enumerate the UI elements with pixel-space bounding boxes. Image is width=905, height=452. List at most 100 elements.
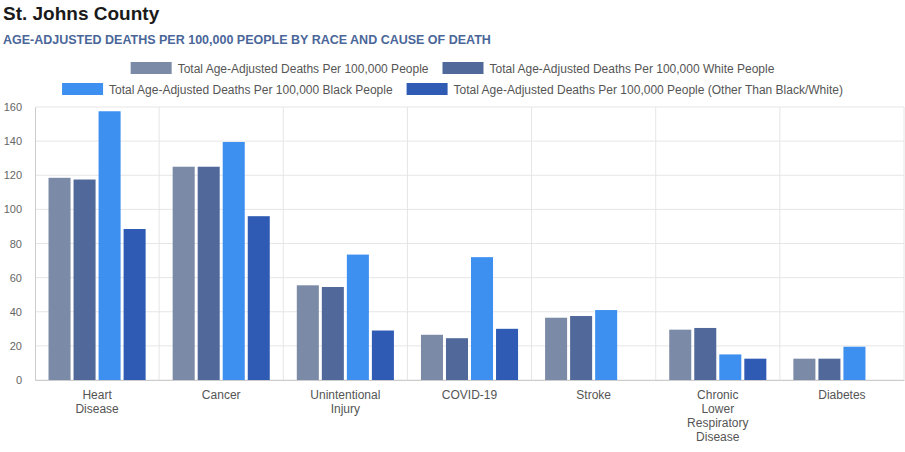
x-tick-label: Cancer [202, 388, 241, 402]
x-axis-line [36, 380, 905, 381]
bar [173, 167, 195, 380]
legend-swatch [407, 83, 448, 95]
legend-swatch [131, 62, 172, 74]
plot-area: 020406080100120140160HeartDiseaseCancerU… [4, 101, 905, 444]
y-tick-label: 140 [4, 135, 22, 147]
x-tick-label: Stroke [576, 388, 611, 402]
bar [669, 330, 691, 380]
y-tick-label: 0 [16, 374, 22, 386]
bar [843, 347, 865, 380]
legend-item: Total Age-Adjusted Deaths Per 100,000 Pe… [131, 62, 429, 76]
x-tick: HeartDisease [75, 380, 119, 416]
legend-label: Total Age-Adjusted Deaths Per 100,000 Pe… [454, 83, 843, 97]
bar [446, 338, 468, 380]
bar [595, 310, 617, 380]
bar-series [74, 167, 841, 380]
y-tick: 120 [4, 169, 35, 181]
grid-line [35, 175, 904, 176]
bar-series [124, 216, 767, 380]
x-tick-label: HeartDisease [75, 388, 119, 416]
y-tick: 40 [10, 306, 35, 318]
y-tick-label: 120 [4, 169, 22, 181]
x-axis: HeartDiseaseCancerUnintentionalInjuryCOV… [36, 380, 905, 444]
x-tick: UnintentionalInjury [310, 380, 380, 416]
grid-line [35, 380, 904, 381]
bar [744, 359, 766, 380]
y-axis-line [35, 108, 36, 381]
x-tick-label-line: Respiratory [687, 416, 748, 430]
x-tick-label-line: Disease [696, 430, 740, 444]
legend-item: Total Age-Adjusted Deaths Per 100,000 Bl… [62, 83, 393, 97]
bar [719, 354, 741, 380]
bar [49, 178, 71, 380]
bar [421, 335, 443, 380]
y-tick-label: 60 [10, 272, 22, 284]
x-tick-label-line: COVID-19 [442, 388, 498, 402]
grid-line [35, 209, 904, 210]
x-tick-label-line: Injury [331, 402, 360, 416]
bar [694, 328, 716, 380]
category-divider [531, 107, 532, 380]
x-tick-label: COVID-19 [442, 388, 498, 402]
legend-row: Total Age-Adjusted Deaths Per 100,000 Pe… [131, 62, 775, 76]
y-tick: 140 [4, 135, 35, 147]
bar-series [99, 111, 866, 380]
bar [372, 331, 394, 380]
x-tick-label-line: Unintentional [310, 388, 380, 402]
y-tick-label: 40 [10, 306, 22, 318]
legend-item: Total Age-Adjusted Deaths Per 100,000 Pe… [407, 83, 843, 97]
x-tick-label-line: Diabetes [818, 388, 865, 402]
y-tick: 0 [16, 374, 35, 386]
chart-svg: St. Johns CountyAGE-ADJUSTED DEATHS PER … [0, 0, 905, 452]
bar [124, 229, 146, 380]
legend-row: Total Age-Adjusted Deaths Per 100,000 Bl… [62, 83, 843, 97]
bar [347, 255, 369, 380]
bars [49, 111, 866, 380]
y-tick-label: 20 [10, 340, 22, 352]
x-tick: Diabetes [818, 380, 865, 402]
y-tick: 100 [4, 203, 35, 215]
y-tick: 60 [10, 272, 35, 284]
bar [793, 359, 815, 380]
bar [99, 111, 121, 380]
bar [223, 142, 245, 380]
x-tick-label-line: Stroke [576, 388, 611, 402]
bar [818, 359, 840, 380]
bar [471, 257, 493, 380]
category-divider [407, 107, 408, 380]
legend: Total Age-Adjusted Deaths Per 100,000 Pe… [62, 62, 843, 97]
x-tick-label-line: Heart [82, 388, 112, 402]
y-tick-label: 80 [10, 238, 22, 250]
chart-container: St. Johns CountyAGE-ADJUSTED DEATHS PER … [0, 0, 905, 452]
bar [297, 285, 319, 380]
category-divider [655, 107, 656, 380]
y-tick: 160 [4, 101, 35, 113]
legend-swatch [62, 83, 103, 95]
legend-label: Total Age-Adjusted Deaths Per 100,000 Pe… [178, 62, 429, 76]
bar [248, 216, 270, 380]
category-divider [283, 107, 284, 380]
bar [322, 287, 344, 380]
x-tick: ChronicLowerRespiratoryDisease [687, 380, 748, 444]
y-tick-label: 160 [4, 101, 22, 113]
x-tick: COVID-19 [442, 380, 498, 402]
x-tick-label: ChronicLowerRespiratoryDisease [687, 388, 748, 444]
bar-series [49, 167, 816, 380]
y-tick: 80 [10, 238, 35, 250]
x-tick-label: UnintentionalInjury [310, 388, 380, 416]
grid-line [35, 345, 904, 346]
x-tick: Stroke [576, 380, 611, 402]
chart-title: St. Johns County [3, 3, 160, 24]
category-divider [904, 107, 905, 380]
grid-line [35, 311, 904, 312]
bar [74, 180, 96, 380]
x-tick: Cancer [202, 380, 241, 402]
y-axis: 0 20 40 60 80 100 120 140 160 [4, 101, 36, 386]
legend-label: Total Age-Adjusted Deaths Per 100,000 Bl… [109, 83, 393, 97]
y-tick-label: 100 [4, 203, 22, 215]
grid-line [35, 277, 904, 278]
bar [570, 316, 592, 380]
bar [545, 318, 567, 380]
legend-label: Total Age-Adjusted Deaths Per 100,000 Wh… [489, 62, 774, 76]
bar [496, 329, 518, 380]
